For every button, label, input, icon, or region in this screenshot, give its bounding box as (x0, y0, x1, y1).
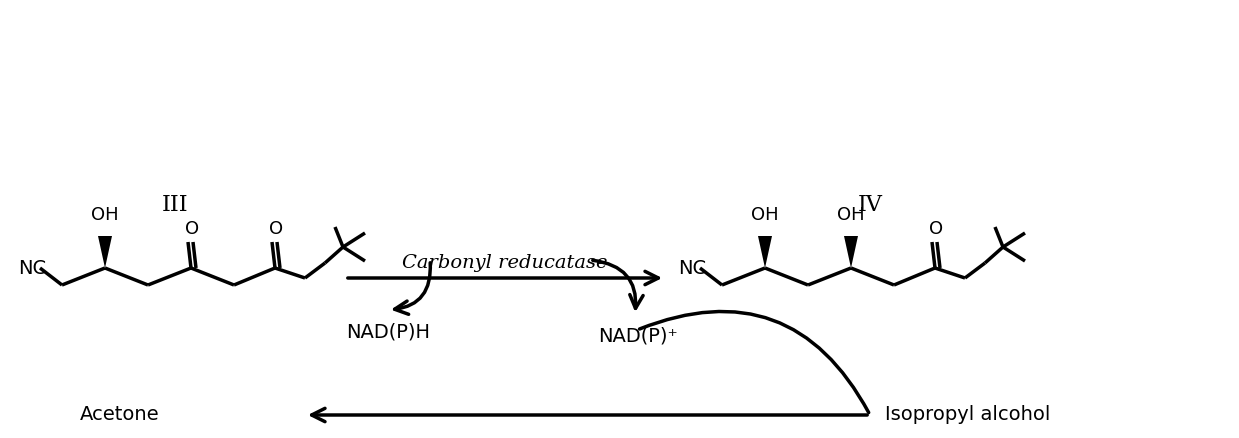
Text: O: O (269, 220, 282, 238)
Text: O: O (929, 220, 943, 238)
Text: NAD(P)H: NAD(P)H (346, 323, 430, 342)
Text: OH: OH (751, 206, 779, 224)
Text: NC: NC (19, 258, 46, 278)
Text: Isopropyl alcohol: Isopropyl alcohol (885, 406, 1051, 424)
Text: OH: OH (92, 206, 119, 224)
Polygon shape (98, 236, 112, 268)
Text: III: III (161, 194, 188, 216)
Text: NAD(P)⁺: NAD(P)⁺ (598, 326, 678, 345)
Text: IV: IV (857, 194, 882, 216)
Polygon shape (844, 236, 857, 268)
Text: Carbonyl reducatase: Carbonyl reducatase (403, 254, 608, 272)
Text: O: O (185, 220, 199, 238)
Polygon shape (758, 236, 772, 268)
Text: Acetone: Acetone (81, 406, 160, 424)
Text: NC: NC (678, 258, 706, 278)
Text: OH: OH (838, 206, 865, 224)
